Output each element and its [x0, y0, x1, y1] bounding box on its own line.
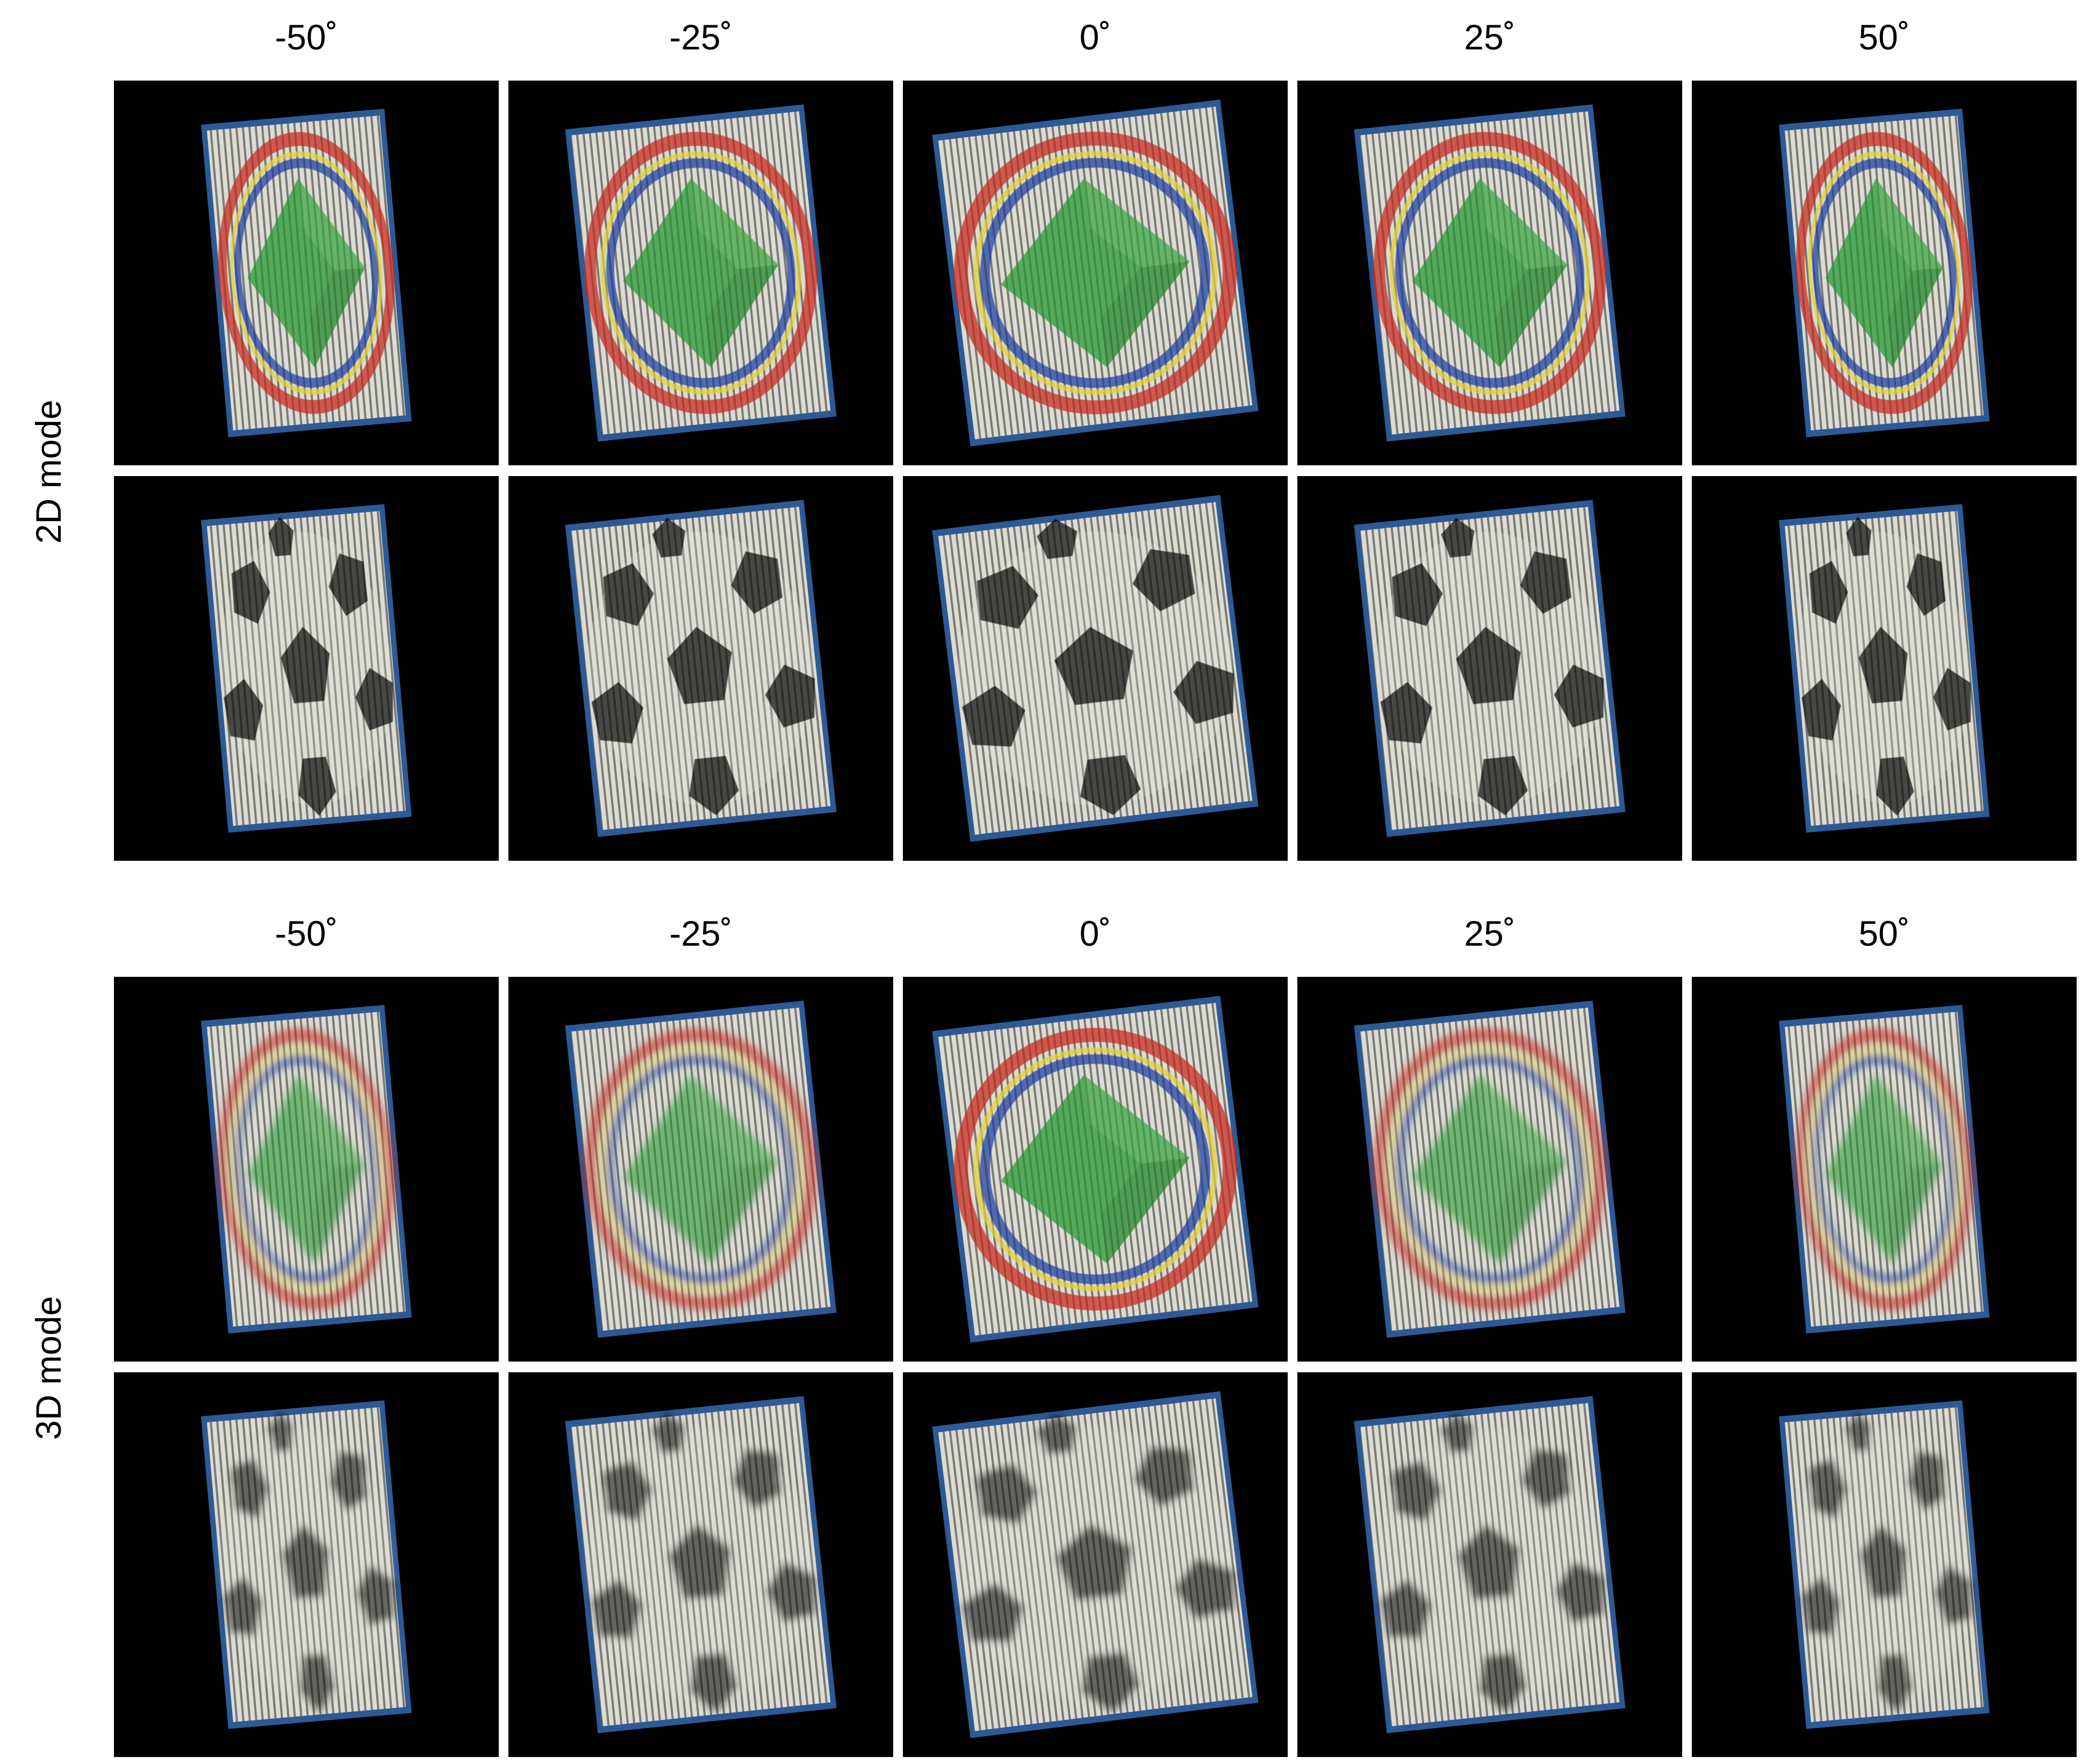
photo-2d-ball-0	[903, 476, 1288, 861]
photo-2d-rings-p50	[1692, 81, 2077, 465]
angle-label: 25˚	[1464, 913, 1516, 953]
photo-3d-ball-p50	[1692, 1372, 2077, 1757]
angle-label: 25˚	[1464, 17, 1516, 57]
angle-label: -50˚	[275, 913, 338, 953]
photo-2d-rings-0	[903, 81, 1288, 465]
mode-label: 2D mode	[28, 400, 68, 544]
photo-3d-rings-m25	[508, 977, 893, 1362]
photo-2d-rings-p25	[1297, 81, 1682, 465]
photo-3d-rings-m50	[114, 977, 499, 1362]
photo-3d-rings-p25	[1297, 977, 1682, 1362]
photo-2d-ball-p25	[1297, 476, 1682, 861]
photo-3d-ball-m25	[508, 1372, 893, 1757]
photo-2d-ball-m25	[508, 476, 893, 861]
angle-label: -25˚	[669, 913, 733, 953]
angle-label: 50˚	[1858, 17, 1910, 57]
angle-label: -25˚	[669, 17, 733, 57]
photo-3d-rings-p50	[1692, 977, 2077, 1362]
photo-3d-rings-0	[903, 977, 1288, 1362]
photo-3d-ball-0	[903, 1372, 1288, 1757]
photo-2d-rings-m25	[508, 81, 893, 465]
photo-2d-ball-p50	[1692, 476, 2077, 861]
angle-label: 0˚	[1079, 913, 1111, 953]
photo-2d-rings-m50	[114, 81, 499, 465]
photo-2d-ball-m50	[114, 476, 499, 861]
angle-label: -50˚	[275, 17, 338, 57]
mode-label: 3D mode	[28, 1296, 68, 1440]
angle-label: 50˚	[1858, 913, 1910, 953]
photo-3d-ball-p25	[1297, 1372, 1682, 1757]
photo-3d-ball-m50	[114, 1372, 499, 1757]
angle-label: 0˚	[1079, 17, 1111, 57]
